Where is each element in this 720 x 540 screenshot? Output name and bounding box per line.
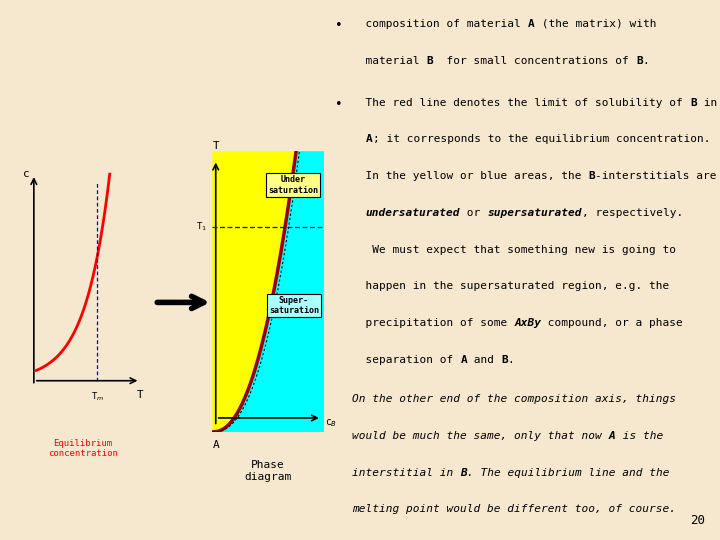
Polygon shape <box>212 151 324 432</box>
Text: (the matrix) with: (the matrix) with <box>535 19 656 29</box>
Polygon shape <box>212 151 296 432</box>
Text: undersaturated: undersaturated <box>366 208 460 218</box>
Text: .: . <box>508 355 514 365</box>
Text: A: A <box>528 19 535 29</box>
Text: melting point would be different too, of course.: melting point would be different too, of… <box>352 504 676 515</box>
Text: The red line denotes the limit of solubility of: The red line denotes the limit of solubi… <box>352 98 690 108</box>
Text: c$_B$: c$_B$ <box>325 417 337 429</box>
Text: A: A <box>609 431 616 441</box>
Text: . The equilibrium line and the: . The equilibrium line and the <box>467 468 670 478</box>
Text: A: A <box>460 355 467 365</box>
Text: and: and <box>467 355 501 365</box>
Text: T: T <box>138 390 144 401</box>
Text: c: c <box>23 170 30 179</box>
Text: B: B <box>501 355 508 365</box>
Text: Super-
saturation: Super- saturation <box>269 296 319 315</box>
Text: separation of: separation of <box>352 355 460 365</box>
Text: A: A <box>366 134 373 145</box>
Text: 20: 20 <box>690 514 705 526</box>
Text: for small concentrations of: for small concentrations of <box>433 56 636 66</box>
Text: interstitial in: interstitial in <box>352 468 460 478</box>
Text: .: . <box>643 56 649 66</box>
Text: T: T <box>212 141 219 151</box>
Text: B: B <box>636 56 643 66</box>
Text: AxBy: AxBy <box>514 318 541 328</box>
Text: supersaturated: supersaturated <box>487 208 582 218</box>
Text: , respectively.: , respectively. <box>582 208 683 218</box>
Text: B: B <box>690 98 697 108</box>
Text: or: or <box>460 208 487 218</box>
Text: precipitation of some: precipitation of some <box>352 318 514 328</box>
Text: -interstitials are: -interstitials are <box>595 171 717 181</box>
Text: ; it corresponds to the equilibrium concentration.: ; it corresponds to the equilibrium conc… <box>373 134 710 145</box>
Text: T$_{1}$: T$_{1}$ <box>196 221 207 233</box>
Text: •: • <box>335 19 343 32</box>
Text: compound, or a phase: compound, or a phase <box>541 318 683 328</box>
Text: A: A <box>212 441 219 450</box>
Text: would be much the same, only that now: would be much the same, only that now <box>352 431 609 441</box>
Text: Under
saturation: Under saturation <box>268 175 318 194</box>
Text: composition of material: composition of material <box>352 19 528 29</box>
Text: material: material <box>352 56 427 66</box>
Text: happen in the supersaturated region, e.g. the: happen in the supersaturated region, e.g… <box>352 281 670 292</box>
Text: We must expect that something new is going to: We must expect that something new is goi… <box>352 245 676 255</box>
Text: On the other end of the composition axis, things: On the other end of the composition axis… <box>352 394 676 404</box>
Text: T$_m$: T$_m$ <box>91 390 104 403</box>
Text: is the: is the <box>616 431 663 441</box>
Text: •: • <box>335 98 343 111</box>
Text: Equilibrium
concentration: Equilibrium concentration <box>48 439 118 458</box>
Text: In the yellow or blue areas, the: In the yellow or blue areas, the <box>352 171 589 181</box>
Text: in: in <box>697 98 717 108</box>
Text: Phase
diagram: Phase diagram <box>245 460 292 482</box>
Text: B: B <box>589 171 595 181</box>
Text: B: B <box>460 468 467 478</box>
Text: B: B <box>427 56 433 66</box>
